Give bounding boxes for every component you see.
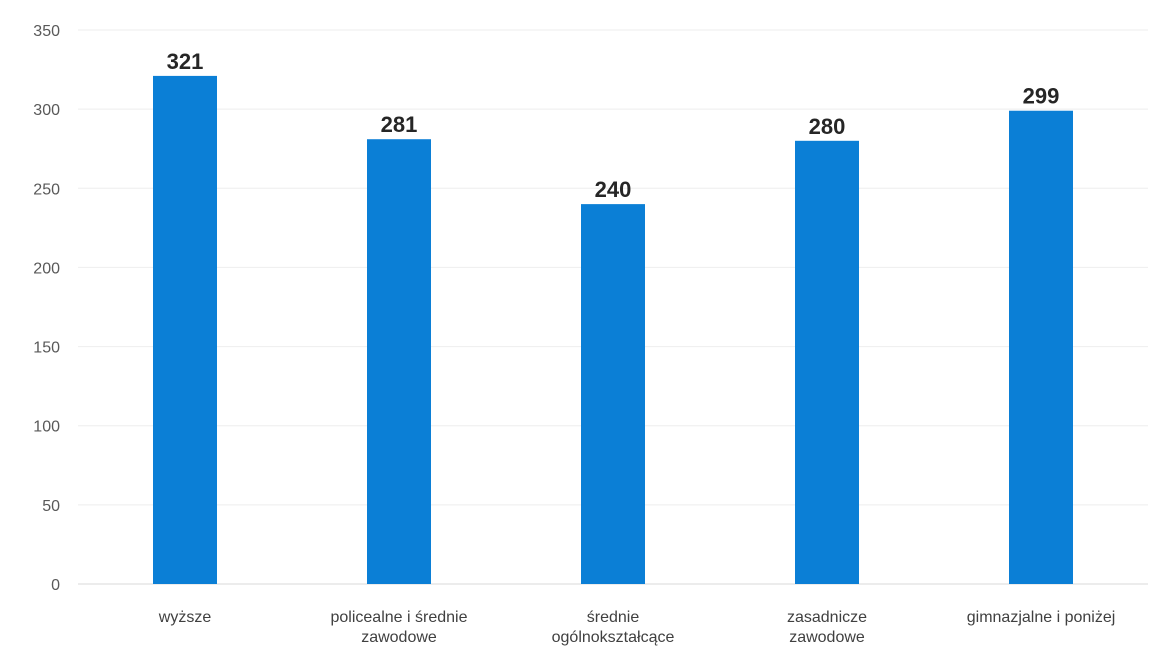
data-labels: 321 281 240 280 299 — [167, 49, 1060, 202]
category-label-line: średnie — [587, 609, 640, 626]
y-axis-ticks: 0 50 100 150 200 250 300 350 — [33, 23, 60, 594]
y-tick-label-250: 250 — [33, 181, 60, 198]
data-label-5: 299 — [1023, 84, 1060, 109]
x-axis-categories: wyższe policealne i średnie zawodowe średni… — [158, 609, 1115, 646]
y-tick-label-150: 150 — [33, 340, 60, 357]
y-tick-label-0: 0 — [51, 577, 60, 594]
category-label-line: gimnazjalne i poniżej — [967, 609, 1116, 626]
y-tick-label-200: 200 — [33, 260, 60, 277]
category-label-3: średnie ogólnokształcące — [552, 609, 675, 646]
y-tick-label-100: 100 — [33, 419, 60, 436]
y-tick-label-50: 50 — [42, 498, 60, 515]
category-label-line: policealne i średnie — [331, 609, 468, 626]
y-tick-label-350: 350 — [33, 23, 60, 40]
category-label-line: ogólnokształcące — [552, 629, 675, 646]
category-label-5: gimnazjalne i poniżej — [967, 609, 1116, 626]
category-label-line: zawodowe — [789, 629, 865, 646]
data-label-3: 240 — [595, 177, 632, 202]
category-label-2: policealne i średnie zawodowe — [331, 609, 468, 646]
category-label-line: wyższe — [158, 609, 212, 626]
data-label-2: 281 — [381, 112, 418, 137]
category-label-line: zasadnicze — [787, 609, 867, 626]
bar-1 — [153, 75, 217, 584]
bar-2 — [367, 139, 431, 584]
category-label-line: zawodowe — [361, 629, 437, 646]
bar-4 — [795, 140, 859, 585]
y-tick-label-300: 300 — [33, 102, 60, 119]
bars — [153, 75, 1073, 585]
category-label-1: wyższe — [158, 609, 212, 626]
category-label-4: zasadnicze zawodowe — [787, 609, 867, 646]
data-label-4: 280 — [809, 114, 846, 139]
data-label-1: 321 — [167, 49, 204, 74]
bar-3 — [581, 204, 645, 584]
bar-5 — [1009, 110, 1073, 585]
